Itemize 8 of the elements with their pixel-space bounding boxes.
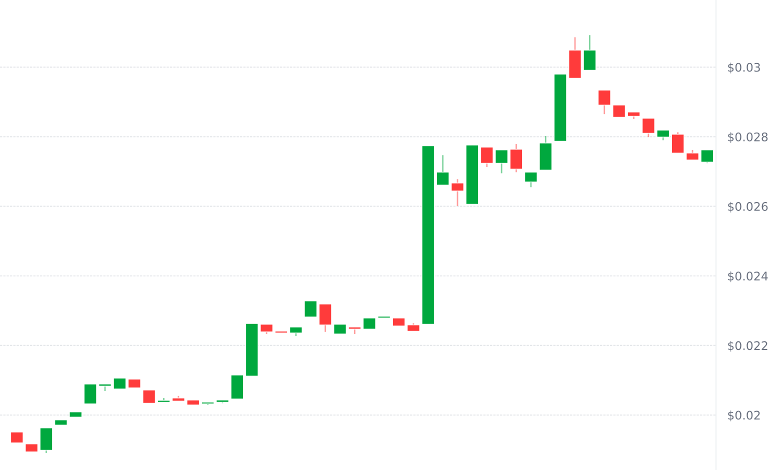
y-tick-label: $0.024 — [728, 271, 768, 282]
candlestick — [304, 300, 318, 318]
y-tick-label: $0.026 — [728, 202, 768, 213]
y-tick-label: $0.022 — [728, 340, 768, 352]
candlestick — [10, 432, 24, 444]
y-tick-label: $0.03 — [728, 62, 760, 74]
y-tick-label: $0.028 — [728, 132, 768, 143]
y-tick-label: $0.02 — [728, 410, 760, 422]
